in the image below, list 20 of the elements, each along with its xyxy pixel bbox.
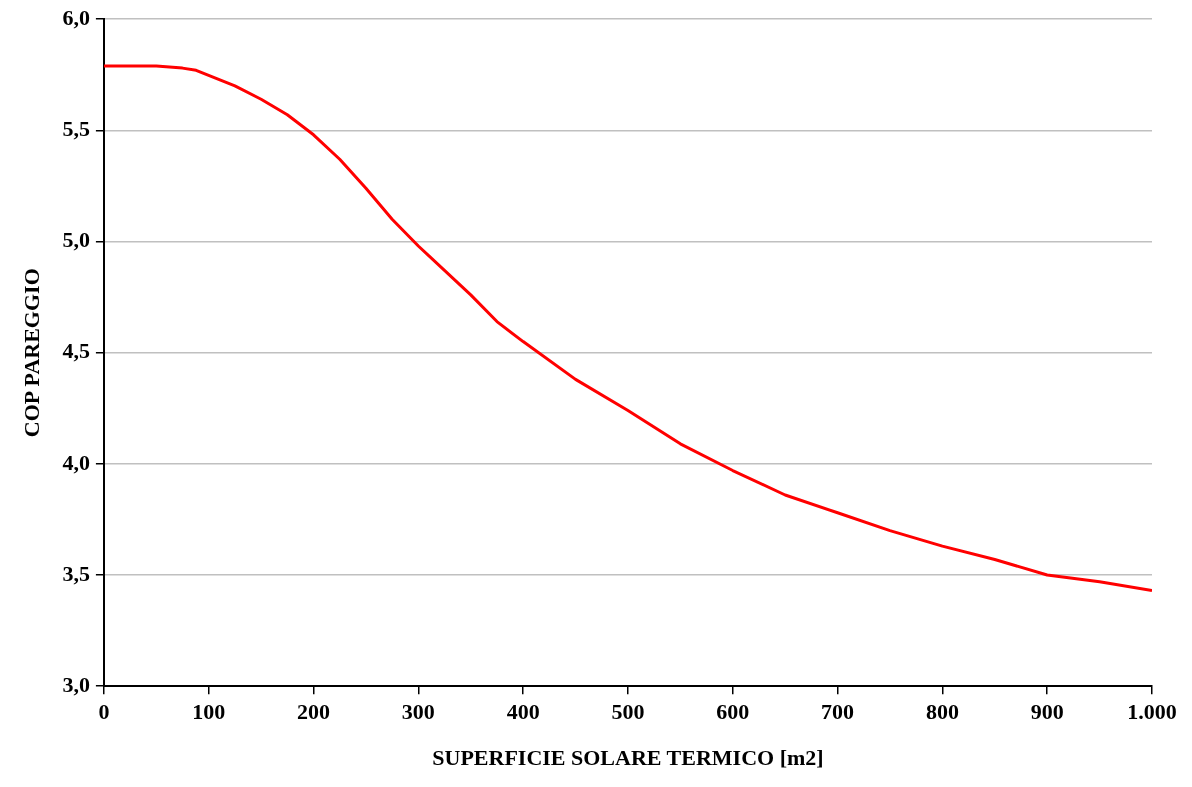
y-tick-label: 5,5 (62, 116, 90, 142)
x-tick-label: 0 (98, 699, 110, 725)
x-tick-label: 500 (611, 699, 645, 725)
x-tick-label: 100 (192, 699, 226, 725)
x-tick-label: 200 (297, 699, 331, 725)
x-tick-label: 600 (716, 699, 750, 725)
x-tick-label: 400 (506, 699, 540, 725)
x-tick-label: 800 (925, 699, 959, 725)
y-tick-label: 3,0 (62, 671, 90, 697)
y-tick-label: 5,0 (62, 227, 90, 253)
y-tick-label: 4,0 (62, 449, 90, 475)
x-tick-label: 1.000 (1127, 699, 1177, 725)
y-tick-label: 6,0 (62, 4, 90, 30)
y-tick-label: 4,5 (62, 338, 90, 364)
y-tick-label: 3,5 (62, 560, 90, 586)
x-axis-title: SUPERFICIE SOLARE TERMICO [m2] (432, 745, 824, 771)
x-tick-label: 300 (401, 699, 435, 725)
y-axis-title: COP PAREGGIO (18, 268, 44, 438)
x-tick-label: 900 (1030, 699, 1064, 725)
x-tick-label: 700 (821, 699, 855, 725)
